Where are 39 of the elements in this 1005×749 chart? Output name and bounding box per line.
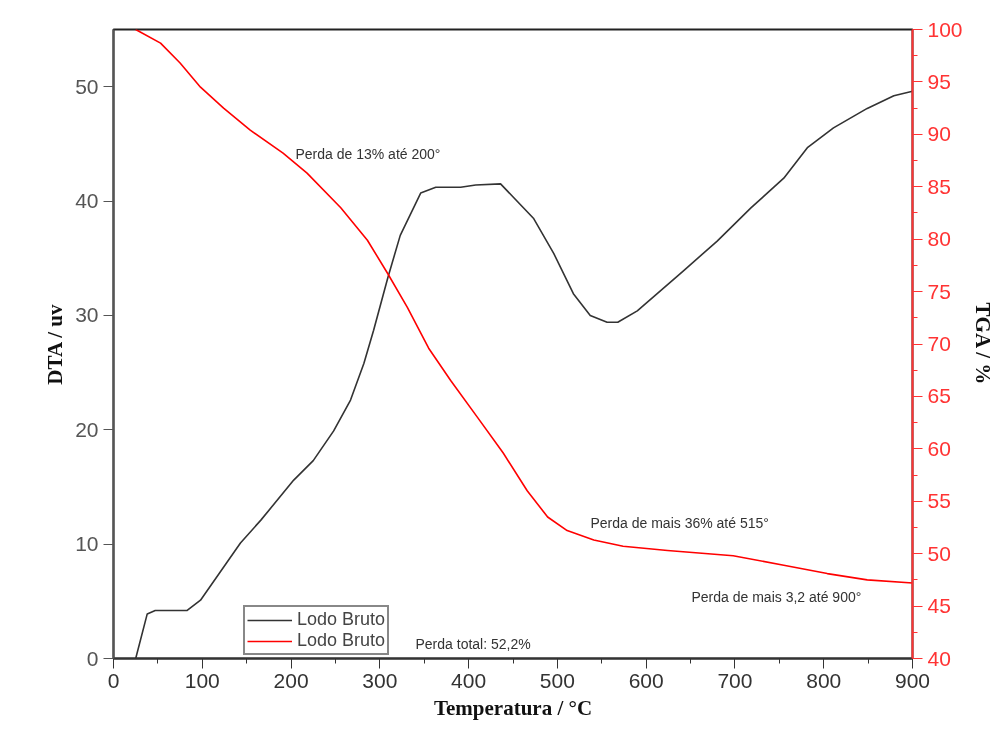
legend-label: Lodo Bruto <box>297 609 386 630</box>
y2-tick-label: 75 <box>927 279 951 303</box>
annotation: Perda de mais 3,2 até 900° <box>691 588 862 605</box>
y2-tick-label: 50 <box>927 541 951 565</box>
legend-label: Lodo Bruto <box>297 630 386 651</box>
y-tick-label: 50 <box>75 74 99 98</box>
y-tick-label: 0 <box>86 646 99 670</box>
y2-tick-label: 60 <box>927 436 951 460</box>
y2-axis-title: TGA / % <box>970 302 995 385</box>
x-axis-title: Temperatura / °C <box>433 695 593 720</box>
x-tick-label: 0 <box>107 668 120 692</box>
y2-tick-label: 40 <box>927 646 951 670</box>
y2-tick-label: 80 <box>927 227 951 251</box>
y-tick-label: 20 <box>75 417 99 441</box>
x-tick-label: 600 <box>628 668 664 692</box>
x-tick-label: 400 <box>451 668 487 692</box>
line-series <box>134 29 913 584</box>
annotation: Perda de 13% até 200° <box>295 145 441 162</box>
y2-tick-label: 85 <box>927 174 951 198</box>
x-tick-label: 500 <box>539 668 575 692</box>
annotation: Perda total: 52,2% <box>415 635 531 652</box>
y2-tick-label: 100 <box>927 17 963 41</box>
y-tick-label: 40 <box>75 189 99 213</box>
x-tick-label: 900 <box>894 668 931 692</box>
y-axis-title: DTA / uv <box>43 304 68 385</box>
x-tick-label: 700 <box>717 668 753 692</box>
x-tick-label: 100 <box>184 668 220 692</box>
y-tick-label: 10 <box>75 532 99 556</box>
x-tick-label: 200 <box>273 668 309 692</box>
x-tick-label: 300 <box>362 668 398 692</box>
x-tick-label: 800 <box>806 668 842 692</box>
y2-tick-label: 95 <box>927 69 951 93</box>
y2-tick-label: 55 <box>927 489 951 513</box>
y2-tick-label: 65 <box>927 384 951 408</box>
annotation: Perda de mais 36% até 515° <box>590 514 769 531</box>
y2-tick-label: 45 <box>927 594 951 618</box>
y2-tick-label: 70 <box>927 332 951 355</box>
y-tick-label: 30 <box>75 303 99 327</box>
y2-tick-label: 90 <box>927 122 951 146</box>
